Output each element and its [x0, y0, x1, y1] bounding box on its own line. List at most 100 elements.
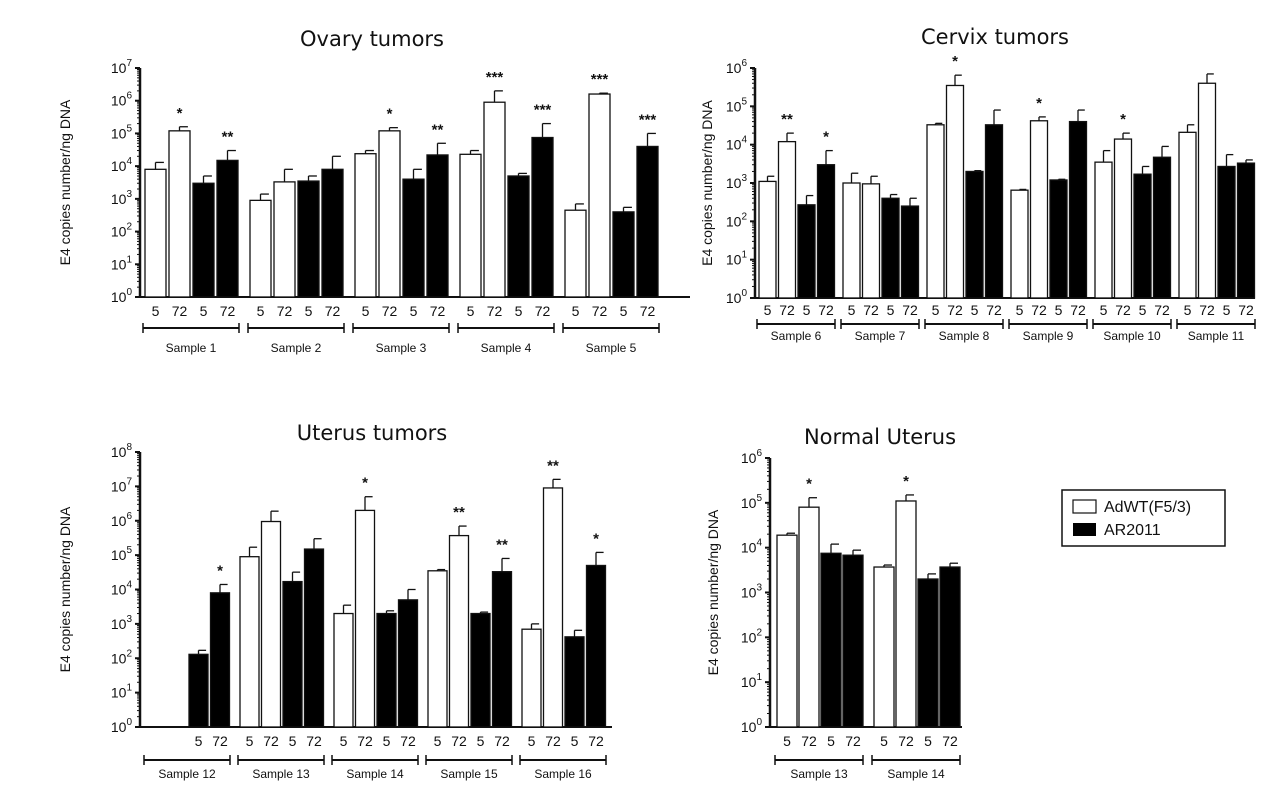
significance-marker: **	[453, 504, 465, 521]
time-label: 5	[340, 733, 348, 749]
bar	[354, 153, 377, 298]
bar	[636, 145, 659, 298]
time-label: 5	[880, 733, 888, 749]
bar	[881, 197, 900, 299]
time-label: 72	[545, 733, 561, 749]
bar	[427, 570, 448, 728]
bar	[1133, 173, 1152, 299]
sample-label: Sample 11	[1188, 329, 1245, 343]
sample-group: 5 * 72 5 72 Sample 14	[871, 473, 961, 781]
sample-group: 5 72 5 72 Sample 13	[237, 510, 325, 781]
bar	[1094, 161, 1113, 299]
bar	[816, 164, 836, 299]
time-label: 72	[306, 733, 322, 749]
time-label: 72	[494, 733, 510, 749]
time-label: 72	[863, 302, 879, 318]
sample-label: Sample 13	[252, 767, 310, 781]
y-tick-label: 101	[726, 250, 748, 268]
bar	[1197, 82, 1217, 299]
y-tick-label: 107	[111, 58, 133, 76]
significance-marker: *	[823, 129, 829, 146]
time-label: 72	[212, 733, 228, 749]
y-tick-label: 100	[726, 288, 748, 306]
bar	[842, 554, 864, 728]
time-label: 5	[246, 733, 254, 749]
bar	[216, 159, 239, 298]
bar	[861, 183, 881, 299]
bar	[1049, 179, 1068, 299]
bar	[188, 653, 209, 728]
y-tick-label: 106	[111, 91, 133, 109]
time-label: 72	[1115, 302, 1131, 318]
time-label: 5	[1184, 302, 1192, 318]
significance-marker: *	[1120, 111, 1126, 128]
time-label: 72	[357, 733, 373, 749]
time-label: 5	[1139, 302, 1147, 318]
y-tick-label: 104	[111, 580, 133, 598]
significance-marker: ***	[534, 102, 552, 119]
time-label: 5	[924, 733, 932, 749]
bar	[297, 180, 320, 298]
significance-marker: *	[1036, 95, 1042, 112]
chart-panel-1: Ovary tumors E4 copies number/ng DNA 100 10…	[57, 27, 690, 355]
time-label: 5	[887, 302, 895, 318]
chart-title: Cervix tumors	[921, 25, 1069, 49]
sample-group: 5 * 72 5 ** 72 Sample 1	[142, 105, 240, 355]
bar	[354, 509, 376, 728]
time-label: 72	[1070, 302, 1086, 318]
time-label: 5	[620, 303, 628, 319]
panels: Ovary tumors E4 copies number/ng DNA 100 10…	[57, 25, 1256, 781]
sample-group: 5 * 72 5 72 Sample 10	[1092, 111, 1172, 343]
y-tick-label: 101	[111, 683, 133, 701]
y-tick-label: 104	[741, 538, 763, 556]
time-label: 72	[451, 733, 467, 749]
significance-marker: **	[222, 129, 234, 146]
time-label: 72	[898, 733, 914, 749]
time-label: 72	[1154, 302, 1170, 318]
time-label: 72	[942, 733, 958, 749]
significance-marker: *	[952, 53, 958, 70]
time-label: 5	[152, 303, 160, 319]
y-tick-label: 104	[111, 156, 133, 174]
bar	[239, 556, 260, 728]
y-tick-label: 104	[726, 135, 748, 153]
legend: AdWT(F5/3) AR2011	[1061, 489, 1226, 547]
time-label: 5	[410, 303, 418, 319]
time-label: 72	[1199, 302, 1215, 318]
time-label: 72	[818, 302, 834, 318]
sample-group: 5 * 72 Sample 12	[143, 562, 231, 781]
y-tick-label: 103	[741, 583, 763, 601]
sample-group: 5 72 5 72 Sample 11	[1176, 73, 1256, 343]
time-label: 72	[845, 733, 861, 749]
y-tick-label: 103	[111, 614, 133, 632]
sample-group: 5 72 5 72 Sample 2	[247, 155, 345, 355]
bar	[585, 564, 607, 728]
time-label: 72	[535, 303, 551, 319]
sample-label: Sample 5	[586, 341, 637, 355]
sample-label: Sample 6	[771, 329, 822, 343]
bar	[926, 124, 945, 299]
bar	[249, 199, 272, 298]
bar	[1217, 165, 1236, 299]
significance-marker: *	[903, 473, 909, 490]
sample-group: 5 * 72 5 72 Sample 8	[924, 53, 1004, 343]
bar	[303, 548, 325, 728]
bar	[564, 636, 585, 728]
legend-box	[1061, 489, 1226, 547]
bar	[378, 130, 401, 298]
time-label: 72	[430, 303, 446, 319]
bar	[777, 140, 797, 299]
sample-label: Sample 1	[166, 341, 217, 355]
bar	[448, 534, 470, 728]
sample-label: Sample 4	[481, 341, 532, 355]
bar	[507, 175, 530, 298]
sample-group: 5 * 72 5 72 Sample 13	[774, 476, 864, 781]
chart-panel-3: Uterus tumors E4 copies number/ng DNA 100 1…	[57, 421, 612, 781]
time-label: 5	[383, 733, 391, 749]
sample-group: 5 * 72 5 72 Sample 14	[331, 475, 419, 781]
time-label: 5	[467, 303, 475, 319]
time-label: 72	[487, 303, 503, 319]
chart-panel-2: Cervix tumors E4 copies number/ng DNA 100 1…	[699, 25, 1256, 343]
y-tick-label: 105	[741, 493, 763, 511]
